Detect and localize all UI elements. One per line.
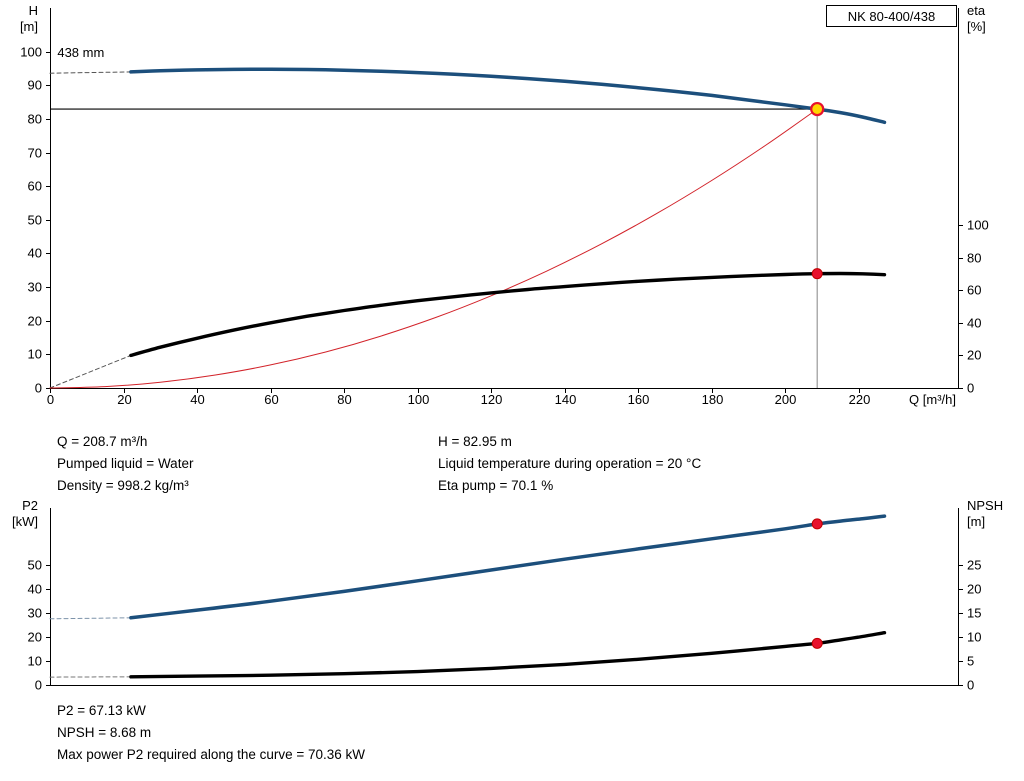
x-tick-label: 120 xyxy=(481,392,503,407)
y-right-axis-title: eta xyxy=(967,3,986,18)
info-p2: P2 = 67.13 kW xyxy=(57,703,146,718)
x-tick-label: 0 xyxy=(47,392,54,407)
y-left-tick-label: 70 xyxy=(28,146,42,161)
info-pumped-liquid: Pumped liquid = Water xyxy=(57,456,194,471)
impeller-diameter-label: 438 mm xyxy=(57,45,104,60)
y-right-tick-label: 40 xyxy=(967,316,981,331)
pump-model-badge: NK 80-400/438 xyxy=(826,5,957,27)
result-info: P2 = 67.13 kW NPSH = 8.68 m Max power P2… xyxy=(57,700,365,766)
system-curve xyxy=(49,108,818,389)
y-right-tick-label: 0 xyxy=(967,678,974,693)
x-tick-label: 140 xyxy=(555,392,577,407)
info-density: Density = 998.2 kg/m³ xyxy=(57,478,189,493)
y-right-tick-label: 100 xyxy=(967,218,989,233)
y-right-tick-label: 5 xyxy=(967,654,974,669)
y-left-axis-unit: [m] xyxy=(20,19,38,34)
pump-model-label: NK 80-400/438 xyxy=(847,8,936,24)
eta-curve-dashed-start xyxy=(49,354,132,389)
y-left-axis-title: H xyxy=(29,3,38,18)
y-right-tick-label: 25 xyxy=(967,558,981,573)
x-tick-label: 40 xyxy=(190,392,204,407)
y-right-tick-label: 10 xyxy=(967,630,981,645)
y-left-axis-title: P2 xyxy=(22,498,38,513)
y-left-tick-label: 50 xyxy=(28,558,42,573)
info-eta-pump: Eta pump = 70.1 % xyxy=(438,478,554,493)
y-left-tick-label: 80 xyxy=(28,112,42,127)
y-left-tick-label: 40 xyxy=(28,246,42,261)
y-left-tick-label: 90 xyxy=(28,78,42,93)
x-tick-label: 200 xyxy=(775,392,797,407)
p2-npsh-chart: 0 10 20 30 40 50 0 5 10 15 20 25 P2[kW] NPSH[m] xyxy=(12,498,1003,693)
x-tick-label: 80 xyxy=(337,392,351,407)
y-left-tick-label: 30 xyxy=(28,606,42,621)
duty-point xyxy=(810,101,825,117)
p2-curve xyxy=(129,514,887,620)
x-tick-label: 220 xyxy=(849,392,871,407)
x-tick-label: 60 xyxy=(264,392,278,407)
info-head: H = 82.95 m xyxy=(438,434,512,449)
info-flow: Q = 208.7 m³/h xyxy=(57,434,148,449)
eta-point xyxy=(811,268,823,280)
duty-info-left: Q = 208.7 m³/h Pumped liquid = Water Den… xyxy=(57,431,193,497)
y-left-tick-label: 100 xyxy=(20,45,42,60)
y-left-tick-label: 30 xyxy=(28,280,42,295)
eta-curve xyxy=(129,271,887,358)
x-tick-label: 20 xyxy=(117,392,131,407)
y-left-tick-label: 40 xyxy=(28,582,42,597)
y-right-axis-title: NPSH xyxy=(967,498,1003,513)
y-right-tick-label: 60 xyxy=(967,283,981,298)
x-tick-label: 180 xyxy=(702,392,724,407)
y-left-tick-label: 10 xyxy=(28,347,42,362)
x-tick-label: 100 xyxy=(408,392,430,407)
y-left-tick-label: 60 xyxy=(28,179,42,194)
npsh-point xyxy=(811,637,823,649)
p2-curve-dashed-start xyxy=(49,617,132,620)
x-tick-label: 160 xyxy=(628,392,650,407)
y-left-tick-label: 0 xyxy=(35,381,42,396)
info-npsh: NPSH = 8.68 m xyxy=(57,725,152,740)
y-left-tick-label: 10 xyxy=(28,654,42,669)
head-curve-dashed-start xyxy=(49,71,132,74)
y-right-axis-unit: [%] xyxy=(967,19,986,34)
info-liquid-temperature: Liquid temperature during operation = 20… xyxy=(438,456,702,471)
y-left-tick-label: 20 xyxy=(28,630,42,645)
y-right-tick-label: 80 xyxy=(967,251,981,266)
hq-eta-chart: 0 10 20 30 40 50 60 70 80 90 100 0 20 40 60 80 100 0 20 40 6… xyxy=(20,3,989,407)
p2-point xyxy=(811,518,823,530)
y-left-tick-label: 0 xyxy=(35,678,42,693)
y-left-axis-unit: [kW] xyxy=(12,514,38,529)
y-left-tick-label: 20 xyxy=(28,314,42,329)
duty-info-right: H = 82.95 m Liquid temperature during op… xyxy=(438,431,701,497)
y-right-tick-label: 15 xyxy=(967,606,981,621)
npsh-curve xyxy=(129,631,887,679)
y-left-tick-label: 50 xyxy=(28,213,42,228)
y-right-tick-label: 0 xyxy=(967,381,974,396)
head-curve xyxy=(129,67,887,125)
y-right-axis-unit: [m] xyxy=(967,514,985,529)
info-max-power: Max power P2 required along the curve = … xyxy=(57,747,366,762)
x-axis-title: Q [m³/h] xyxy=(909,392,956,407)
y-right-tick-label: 20 xyxy=(967,582,981,597)
y-right-tick-label: 20 xyxy=(967,348,981,363)
